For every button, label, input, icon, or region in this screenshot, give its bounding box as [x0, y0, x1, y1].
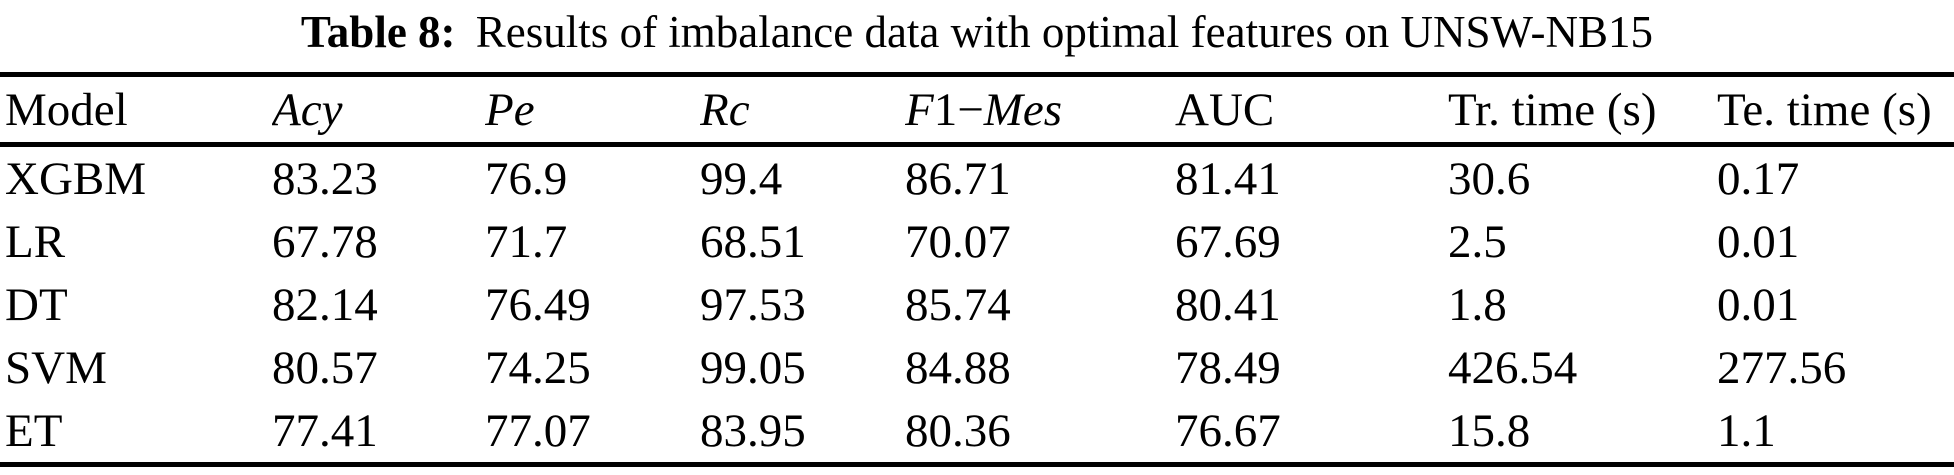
value-cell-auc: 80.41 — [1175, 278, 1281, 331]
column-header-segment: Acy — [272, 83, 343, 136]
model-cell: XGBM — [5, 152, 147, 205]
table-row: ET 77.41 77.07 83.95 80.36 76.67 15.8 1.1 — [0, 399, 1954, 465]
value-cell-rc: 99.4 — [700, 152, 783, 205]
column-header-segment: Rc — [700, 83, 750, 136]
value-cell-te_time: 277.56 — [1717, 341, 1847, 394]
value-cell-f1_mes: 84.88 — [905, 341, 1011, 394]
value-cell-rc: 97.53 — [700, 278, 806, 331]
value-cell-te_time: 1.1 — [1717, 404, 1776, 457]
value-cell-te_time: 0.01 — [1717, 215, 1800, 268]
column-header-segment: Model — [5, 83, 128, 136]
value-cell-f1_mes: 85.74 — [905, 278, 1011, 331]
table-row: XGBM 83.23 76.9 99.4 86.71 81.41 30.6 0.17 — [0, 145, 1954, 211]
value-cell-f1_mes: 86.71 — [905, 152, 1011, 205]
column-header-tr_time: Tr. time (s) — [1448, 74, 1717, 147]
model-cell: ET — [5, 404, 63, 457]
column-header-segment: F — [905, 83, 934, 136]
value-cell-auc: 67.69 — [1175, 215, 1281, 268]
column-header-model: Model — [0, 74, 272, 147]
column-header-auc: AUC — [1175, 74, 1448, 147]
value-cell-acy: 80.57 — [272, 341, 378, 394]
model-cell: DT — [5, 278, 68, 331]
column-header-segment: Te. time (s) — [1717, 83, 1932, 136]
value-cell-rc: 99.05 — [700, 341, 806, 394]
model-cell: LR — [5, 215, 66, 268]
value-cell-tr_time: 30.6 — [1448, 152, 1531, 205]
value-cell-pe: 76.9 — [485, 152, 568, 205]
value-cell-acy: 77.41 — [272, 404, 378, 457]
column-header-segment: Tr. time (s) — [1448, 83, 1657, 136]
column-header-te_time: Te. time (s) — [1717, 74, 1954, 147]
column-header-rc: Rc — [700, 74, 905, 147]
value-cell-f1_mes: 80.36 — [905, 404, 1011, 457]
column-header-acy: Acy — [272, 74, 485, 147]
table-row: DT 82.14 76.49 97.53 85.74 80.41 1.8 0.01 — [0, 273, 1954, 336]
column-header-segment: AUC — [1175, 83, 1275, 136]
results-table: Model Acy Pe Rc F1−Mes AUC Tr. time (s) Te. tim… — [0, 72, 1954, 467]
column-header-pe: Pe — [485, 74, 700, 147]
value-cell-tr_time: 426.54 — [1448, 341, 1578, 394]
value-cell-tr_time: 2.5 — [1448, 215, 1507, 268]
value-cell-acy: 67.78 — [272, 215, 378, 268]
value-cell-pe: 76.49 — [485, 278, 591, 331]
value-cell-rc: 83.95 — [700, 404, 806, 457]
value-cell-tr_time: 15.8 — [1448, 404, 1531, 457]
value-cell-acy: 82.14 — [272, 278, 378, 331]
table-row: SVM 80.57 74.25 99.05 84.88 78.49 426.54 277.56 — [0, 336, 1954, 399]
table-caption: Table 8: Results of imbalance data with o… — [0, 0, 1954, 72]
column-header-f1_mes: F1−Mes — [905, 74, 1175, 147]
value-cell-tr_time: 1.8 — [1448, 278, 1507, 331]
value-cell-pe: 77.07 — [485, 404, 591, 457]
table-caption-label: Table 8: — [300, 7, 456, 57]
column-header-segment: Mes — [983, 83, 1063, 136]
table-header-row: Model Acy Pe Rc F1−Mes AUC Tr. time (s) Te. tim… — [0, 74, 1954, 147]
value-cell-auc: 78.49 — [1175, 341, 1281, 394]
value-cell-acy: 83.23 — [272, 152, 378, 205]
value-cell-auc: 76.67 — [1175, 404, 1281, 457]
value-cell-auc: 81.41 — [1175, 152, 1281, 205]
value-cell-pe: 71.7 — [485, 215, 568, 268]
value-cell-pe: 74.25 — [485, 341, 591, 394]
table-caption-text: Results of imbalance data with optimal f… — [475, 7, 1654, 57]
value-cell-rc: 68.51 — [700, 215, 806, 268]
value-cell-te_time: 0.01 — [1717, 278, 1800, 331]
value-cell-f1_mes: 70.07 — [905, 215, 1011, 268]
column-header-segment: Pe — [485, 83, 535, 136]
model-cell: SVM — [5, 341, 107, 394]
value-cell-te_time: 0.17 — [1717, 152, 1800, 205]
table-row: LR 67.78 71.7 68.51 70.07 67.69 2.5 0.01 — [0, 210, 1954, 273]
column-header-segment: 1− — [933, 83, 984, 136]
